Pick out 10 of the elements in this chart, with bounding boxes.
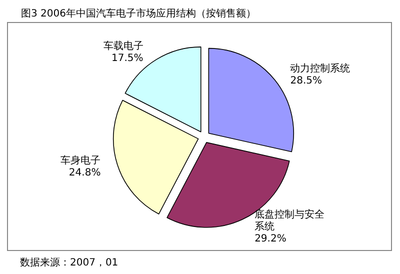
slice-label: 车载电子 [103,40,144,52]
slice-label: 底盘控制与安全系统 [254,208,325,232]
chart-title: 图3 2006年中国汽车电子市场应用结构（按销售额） [21,8,256,20]
source-note: 数据来源：2007，01 [20,256,118,268]
data-label: 29.2% [254,233,286,244]
slice-label: 车身电子 [60,154,101,166]
data-label: 24.8% [68,167,101,178]
data-label: 17.5% [112,53,144,64]
data-label: 28.5% [290,76,322,87]
slice-label: 动力控制系统 [290,62,350,75]
